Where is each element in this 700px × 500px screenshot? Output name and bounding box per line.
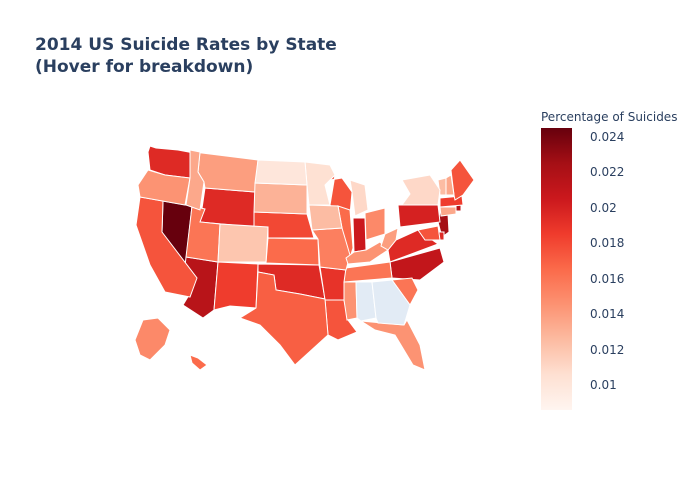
colorbar-tick-label: 0.01 (590, 378, 617, 393)
colorbar-tick-label: 0.016 (590, 271, 625, 286)
colorbar (541, 128, 572, 410)
state-wv[interactable]: WV: 0.014 (380, 227, 399, 251)
colorbar-tick-label: 0.022 (590, 165, 625, 180)
state-al[interactable]: AL: 0.0085 (355, 281, 377, 322)
state-ca[interactable]: CA: 0.0175 (135, 196, 198, 298)
state-co[interactable]: CO: 0.012 (217, 223, 269, 263)
colorbar-tick-label: 0.024 (590, 129, 625, 144)
state-wy[interactable]: WY: 0.0195 (199, 187, 256, 228)
state-sd[interactable]: SD: 0.013 (253, 182, 308, 215)
state-fl[interactable]: FL: 0.0145 (360, 318, 426, 371)
state-md[interactable]: MD: 0.0175 (417, 225, 441, 241)
state-ga[interactable]: GA: 0.0085 (371, 279, 411, 326)
state-in[interactable]: IN: 0.0205 (352, 217, 367, 253)
state-hi[interactable]: HI: 0.0165 (189, 354, 208, 371)
state-mi[interactable]: MI: 0.011 (349, 179, 369, 217)
state-tn[interactable]: TN: 0.016 (343, 261, 393, 283)
state-ms[interactable]: MS: 0.0145 (343, 281, 358, 321)
state-ny[interactable]: NY: 0.011 (401, 174, 441, 206)
state-ak[interactable]: AK: 0.015 (134, 317, 171, 361)
title-line-2: (Hover for breakdown) (35, 57, 254, 77)
colorbar-tick-label: 0.012 (590, 342, 625, 357)
state-tx[interactable]: TX: 0.017 (238, 271, 329, 366)
state-ia[interactable]: IA: 0.0125 (308, 204, 343, 231)
title-line-1: 2014 US Suicide Rates by State (35, 35, 337, 55)
colorbar-title: Percentage of Suicides (541, 110, 678, 124)
chart-title: 2014 US Suicide Rates by State (Hover fo… (35, 34, 337, 78)
state-me[interactable]: ME: 0.0175 (450, 159, 475, 201)
state-nm[interactable]: NM: 0.0185 (213, 261, 259, 311)
state-ct[interactable]: CT: 0.0135 (439, 206, 457, 217)
state-or[interactable]: OR: 0.0145 (137, 169, 191, 206)
state-oh[interactable]: OH: 0.015 (364, 207, 386, 241)
state-ks[interactable]: KS: 0.0165 (265, 237, 320, 266)
state-id[interactable]: ID: 0.0135 (185, 149, 205, 211)
state-ar[interactable]: AR: 0.019 (319, 266, 347, 301)
colorbar-tick-label: 0.014 (590, 307, 625, 322)
colorbar-tick-label: 0.02 (590, 200, 617, 215)
state-pa[interactable]: PA: 0.02 (397, 204, 441, 228)
colorbar-tick-label: 0.018 (590, 236, 625, 251)
state-nd[interactable]: ND: 0.01 (254, 159, 308, 186)
state-mn[interactable]: MN: 0.0105 (304, 161, 336, 206)
